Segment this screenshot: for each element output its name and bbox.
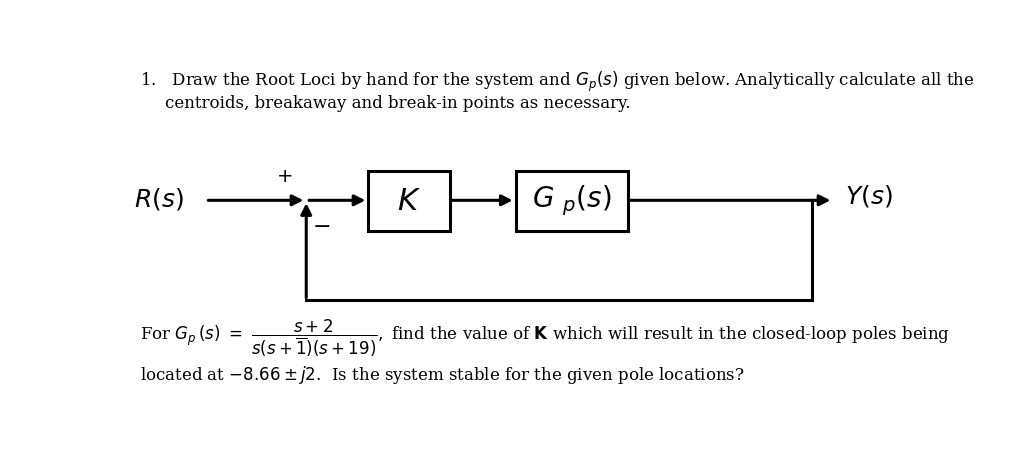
Text: $R(s)$: $R(s)$ xyxy=(134,186,184,212)
Text: $+$: $+$ xyxy=(276,169,293,187)
Text: centroids, breakaway and break-in points as necessary.: centroids, breakaway and break-in points… xyxy=(165,95,631,112)
Bar xyxy=(515,171,628,231)
Text: $Y(s)$: $Y(s)$ xyxy=(845,183,893,209)
Bar xyxy=(369,171,450,231)
Text: 1.   Draw the Root Loci by hand for the system and $G_p(s)$ given below. Analyti: 1. Draw the Root Loci by hand for the sy… xyxy=(139,69,974,94)
Text: $K$: $K$ xyxy=(397,186,421,217)
Text: located at $-8.66 \pm j2$.  Is the system stable for the given pole locations?: located at $-8.66 \pm j2$. Is the system… xyxy=(139,364,744,386)
Text: For $G_p\,(s)\ =\ \dfrac{s+2}{s(s+\overline{1})(s+19)},$ find the value of $\mat: For $G_p\,(s)\ =\ \dfrac{s+2}{s(s+\overl… xyxy=(139,318,949,359)
Text: $-$: $-$ xyxy=(312,214,331,236)
Text: $G\ _p(s)$: $G\ _p(s)$ xyxy=(531,184,611,219)
